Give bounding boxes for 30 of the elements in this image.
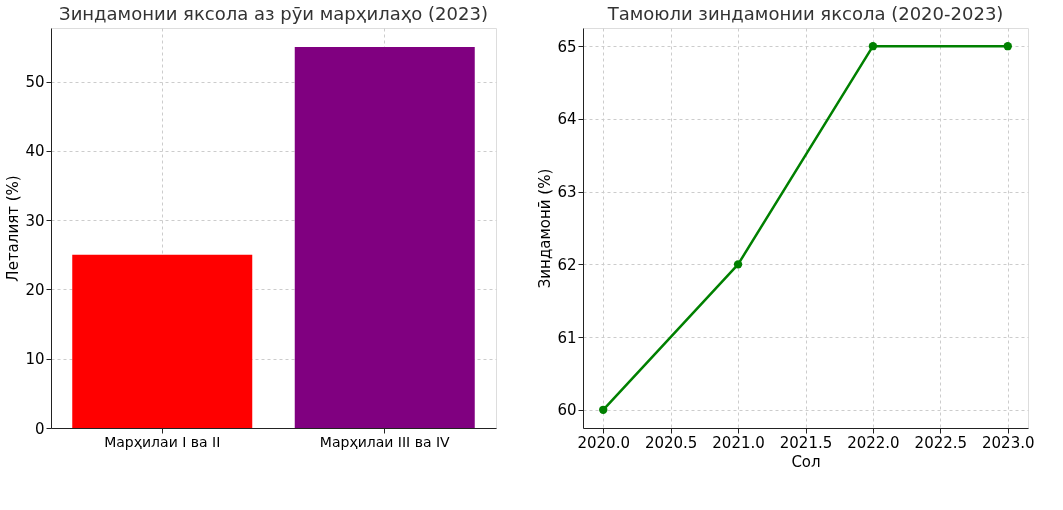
x-tick-label: 2020.5 <box>644 433 698 452</box>
chart-title: Зиндамонии яксола аз рӯи марҳилаҳо (2023) <box>59 3 488 24</box>
y-tick-label: 63 <box>557 183 577 202</box>
x-tick-label: 2022.5 <box>914 433 968 452</box>
y-tick-label: 62 <box>557 255 577 274</box>
point <box>599 405 608 414</box>
x-tick-label: 2022.0 <box>847 433 900 452</box>
y-tick-label: 0 <box>34 419 45 438</box>
x-tick-label: 2021.0 <box>712 433 765 452</box>
y-tick-label: 65 <box>557 37 577 56</box>
x-tick-label: 2021.5 <box>779 433 833 452</box>
y-tick-label: 10 <box>25 350 45 369</box>
y-axis-title: Зиндамонӣ (%) <box>536 168 555 289</box>
y-tick-label: 20 <box>25 280 45 299</box>
y-tick-label: 50 <box>25 73 45 92</box>
y-axis-title: Леталият (%) <box>4 175 23 282</box>
y-tick-label: 60 <box>557 401 577 420</box>
point <box>733 260 743 269</box>
point <box>1003 42 1012 51</box>
y-tick-label: 64 <box>557 110 577 129</box>
point <box>868 42 878 51</box>
x-tick-label: 2023.0 <box>982 433 1035 452</box>
x-axis-title: Сол <box>791 452 821 471</box>
chart-title: Тамоюли зиндамонии яксола (2020-2023) <box>606 3 1004 24</box>
y-tick-label: 40 <box>25 142 45 161</box>
y-tick-label: 30 <box>25 211 45 230</box>
x-tick-label: Марҳилаи I ва II <box>104 433 221 450</box>
y-tick-label: 61 <box>557 328 577 347</box>
x-tick-label: 2020.0 <box>577 433 630 452</box>
x-tick-label: Марҳилаи III ва IV <box>319 433 451 450</box>
